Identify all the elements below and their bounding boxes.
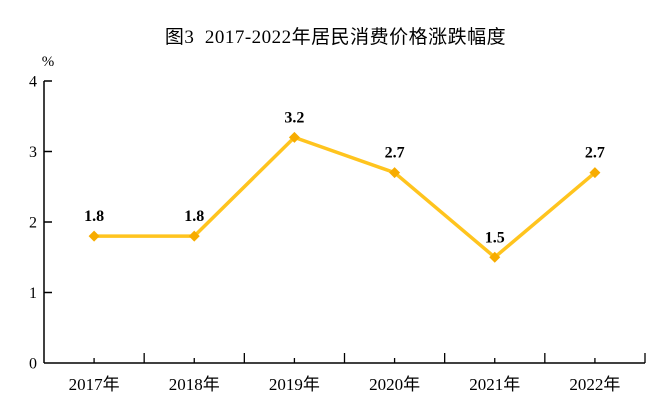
data-point-label: 1.8	[84, 208, 104, 225]
x-tick-label: 2021年	[469, 375, 520, 394]
data-point-label: 2.7	[585, 145, 605, 162]
data-line	[94, 135, 597, 259]
chart-title: 图3 2017-2022年居民消费价格涨跌幅度	[164, 27, 507, 48]
x-tick-label: 2017年	[69, 375, 120, 394]
y-axis-unit-label: %	[42, 54, 55, 70]
y-tick-label: 2	[29, 215, 37, 232]
y-tick-label: 4	[29, 74, 37, 91]
data-point-label: 1.5	[485, 229, 505, 246]
data-point-marker	[489, 251, 501, 263]
y-tick-label: 3	[29, 144, 37, 161]
y-tick-label: 0	[29, 356, 37, 373]
data-point-label: 2.7	[385, 145, 405, 162]
data-point-label: 1.8	[184, 208, 204, 225]
x-tick-label: 2018年	[169, 375, 220, 394]
data-point-marker	[88, 230, 100, 242]
data-point-label: 3.2	[284, 109, 304, 126]
x-tick-label: 2020年	[369, 375, 420, 394]
data-point-marker	[589, 167, 601, 179]
data-point-marker	[288, 131, 300, 143]
x-tick-label: 2019年	[269, 375, 320, 394]
y-tick-label: 1	[29, 285, 37, 302]
data-point-marker	[188, 230, 200, 242]
x-tick-label: 2022年	[569, 375, 620, 394]
data-point-marker	[389, 167, 401, 179]
